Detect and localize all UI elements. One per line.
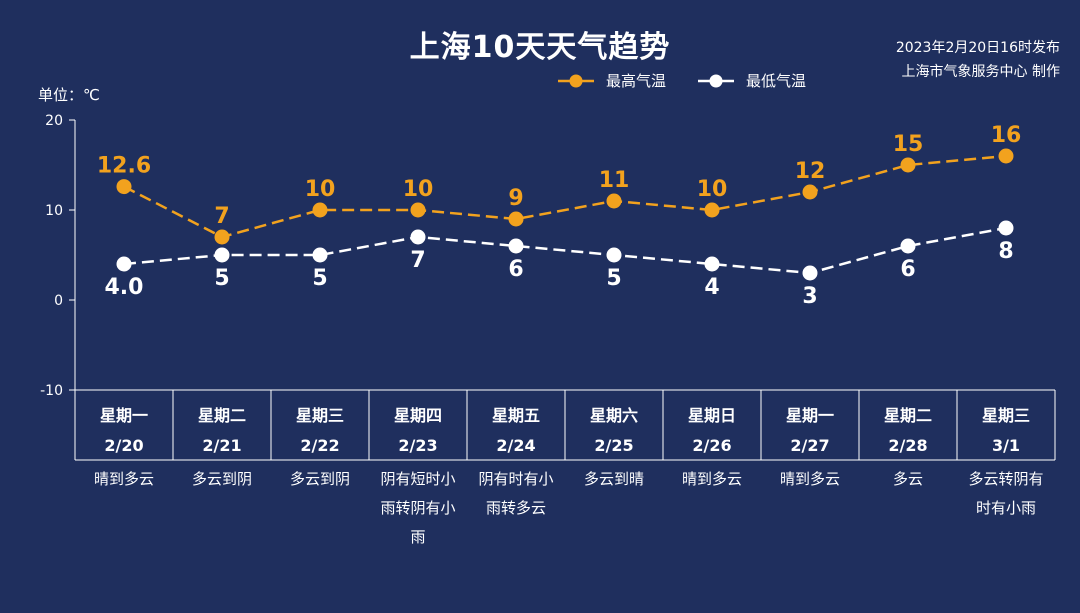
day-weekday: 星期三: [296, 406, 344, 425]
high-temp-point: [900, 157, 916, 173]
low-temp-point: [508, 238, 524, 254]
legend-label-low: 最低气温: [746, 72, 807, 90]
legend-item-high: 最高气温: [556, 70, 666, 91]
day-date: 2/28: [888, 436, 927, 455]
y-tick-label: 10: [45, 203, 63, 219]
day-date: 2/21: [202, 436, 241, 455]
high-temp-point: [214, 229, 230, 245]
y-tick-label: 0: [54, 293, 63, 309]
day-weekday: 星期一: [100, 406, 148, 425]
day-weather: 晴到多云: [682, 470, 742, 488]
day-date: 2/24: [496, 436, 535, 455]
low-temp-point: [214, 247, 230, 263]
high-temp-point: [410, 202, 426, 218]
day-weekday: 星期四: [394, 406, 442, 425]
day-weather: 晴到多云: [780, 470, 840, 488]
high-temp-label: 7: [214, 204, 229, 229]
day-weekday: 星期日: [688, 406, 736, 425]
day-weather: 雨: [410, 528, 425, 546]
day-date: 3/1: [992, 436, 1020, 455]
high-temp-label: 12.6: [97, 154, 151, 179]
high-temp-label: 10: [697, 177, 728, 202]
day-date: 2/25: [594, 436, 633, 455]
day-weekday: 星期三: [982, 406, 1030, 425]
day-weekday: 星期二: [884, 406, 932, 425]
high-temp-label: 9: [508, 186, 523, 211]
low-temp-label: 4: [704, 275, 719, 300]
high-temp-point: [312, 202, 328, 218]
low-temp-point: [606, 247, 622, 263]
low-temp-label: 6: [508, 257, 523, 282]
low-temp-label: 7: [410, 248, 425, 273]
day-weather: 多云到晴: [584, 470, 644, 488]
high-temp-point: [998, 148, 1014, 164]
day-weather: 多云: [893, 470, 923, 488]
low-temp-point: [410, 229, 426, 245]
low-temp-point: [998, 220, 1014, 236]
day-weather: 阴有短时小: [380, 470, 455, 488]
low-temp-label: 5: [312, 266, 327, 291]
low-temp-point: [900, 238, 916, 254]
low-temp-point: [704, 256, 720, 272]
day-weather: 阴有时有小: [478, 470, 553, 488]
day-date: 2/23: [398, 436, 437, 455]
high-temp-label: 16: [991, 123, 1022, 148]
day-weather: 多云转阴有: [968, 470, 1043, 488]
legend-marker-high: [558, 74, 594, 87]
low-temp-point: [116, 256, 132, 272]
high-temp-label: 10: [403, 177, 434, 202]
low-temp-label: 3: [802, 284, 817, 309]
high-temp-point: [802, 184, 818, 200]
legend-label-high: 最高气温: [606, 72, 667, 90]
day-date: 2/26: [692, 436, 731, 455]
high-temp-point: [116, 179, 132, 195]
publish-info: 2023年2月20日16时发布 上海市气象服务中心 制作: [830, 36, 1060, 84]
legend-marker-low: [698, 74, 735, 87]
day-date: 2/22: [300, 436, 339, 455]
low-temp-label: 5: [214, 266, 229, 291]
day-weather: 晴到多云: [94, 470, 154, 488]
publish-time: 2023年2月20日16时发布: [895, 40, 1060, 56]
day-weekday: 星期五: [492, 406, 540, 425]
low-temp-label: 8: [998, 239, 1013, 264]
publisher: 上海市气象服务中心 制作: [901, 64, 1060, 80]
low-temp-label: 5: [606, 266, 621, 291]
high-temp-label: 15: [893, 132, 924, 157]
chart-title: 上海10天天气趋势: [409, 30, 671, 65]
day-weather: 多云到阴: [290, 470, 350, 488]
unit-label: 单位：℃: [38, 86, 100, 104]
low-temp-label: 6: [900, 257, 915, 282]
y-tick-label: -10: [40, 383, 63, 399]
legend: 最高气温 最低气温: [556, 70, 836, 91]
high-temp-point: [606, 193, 622, 209]
day-weekday: 星期六: [590, 406, 638, 425]
day-weekday: 星期一: [786, 406, 834, 425]
low-temp-point: [802, 265, 818, 281]
high-temp-label: 12: [795, 159, 826, 184]
legend-item-low: 最低气温: [696, 70, 806, 91]
y-tick-label: 20: [45, 113, 63, 129]
day-weather: 雨转阴有小: [380, 499, 455, 517]
day-weekday: 星期二: [198, 406, 246, 425]
day-weather: 时有小雨: [976, 499, 1036, 517]
day-date: 2/20: [104, 436, 143, 455]
high-temp-point: [508, 211, 524, 227]
high-temp-label: 11: [599, 168, 630, 193]
low-temp-label: 4.0: [105, 275, 144, 300]
low-temp-point: [312, 247, 328, 263]
high-temp-point: [704, 202, 720, 218]
high-temp-line: [123, 154, 1007, 239]
day-date: 2/27: [790, 436, 829, 455]
low-temp-line: [123, 226, 1007, 275]
high-temp-label: 10: [305, 177, 336, 202]
day-weather: 雨转多云: [486, 499, 546, 517]
day-weather: 多云到阴: [192, 470, 252, 488]
